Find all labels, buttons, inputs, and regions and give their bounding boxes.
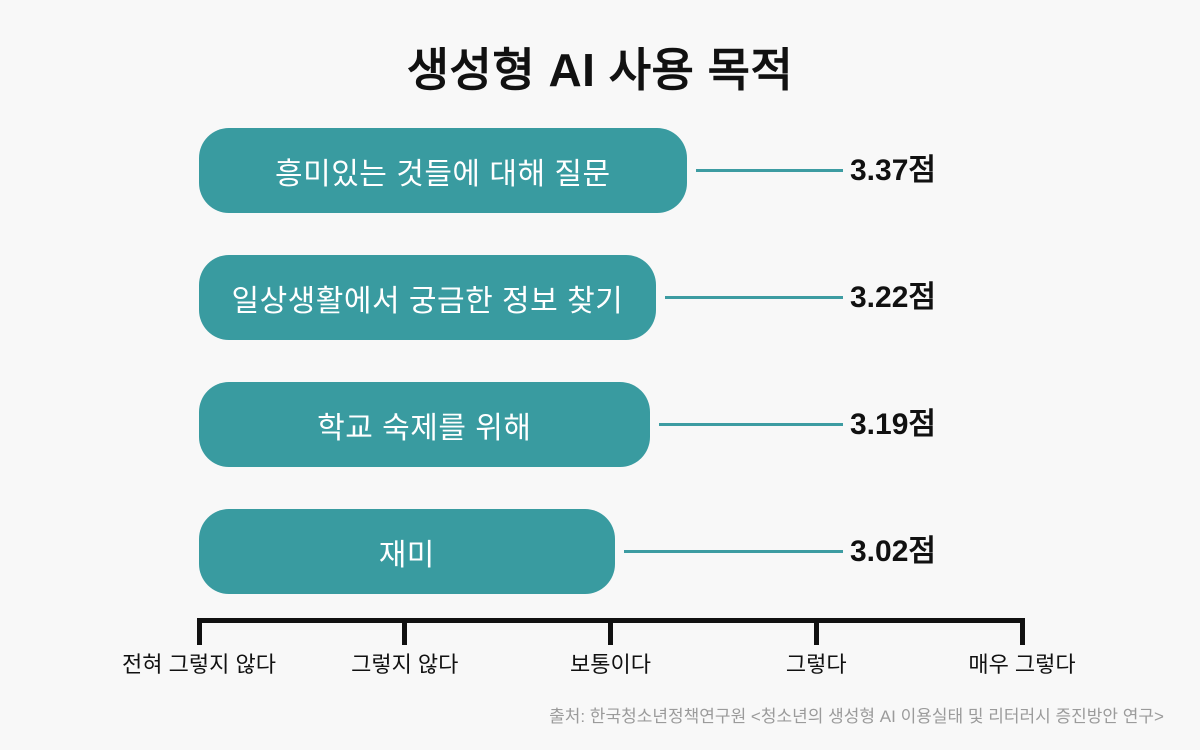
bar-category-label: 학교 숙제를 위해	[317, 411, 532, 445]
bar: 학교 숙제를 위해	[199, 382, 650, 467]
source-credit: 출처: 한국청소년정책연구원 <청소년의 생성형 AI 이용실태 및 리터러시 …	[549, 707, 1164, 726]
axis-tick	[196, 618, 202, 645]
bar-row: 일상생활에서 궁금한 정보 찾기 3.22점	[0, 255, 1200, 340]
bar: 흥미있는 것들에 대해 질문	[199, 128, 687, 213]
axis-tick-label: 그렇지 않다	[351, 652, 459, 677]
bar: 일상생활에서 궁금한 정보 찾기	[199, 255, 656, 340]
bar-value: 3.02점	[850, 535, 936, 568]
bar-category-label: 흥미있는 것들에 대해 질문	[275, 157, 611, 191]
axis-tick	[402, 618, 408, 645]
bar: 재미	[199, 509, 615, 594]
leader-line	[658, 423, 843, 426]
axis-tick-label: 보통이다	[570, 652, 651, 677]
bar-value: 3.19점	[850, 408, 936, 441]
axis-tick-label: 그렇다	[785, 652, 847, 677]
leader-line	[695, 169, 843, 172]
leader-line	[623, 550, 843, 553]
chart-title: 생성형 AI 사용 목적	[406, 44, 794, 96]
axis-tick	[1019, 618, 1025, 645]
axis-tick	[608, 618, 613, 645]
bar-category-label: 재미	[378, 538, 435, 572]
axis-tick-label: 매우 그렇다	[968, 652, 1076, 677]
leader-line	[664, 296, 843, 299]
axis-tick	[813, 618, 819, 645]
bar-row: 재미 3.02점	[0, 509, 1200, 594]
bar-row: 학교 숙제를 위해 3.19점	[0, 382, 1200, 467]
bar-value: 3.37점	[850, 154, 936, 187]
bar-row: 흥미있는 것들에 대해 질문 3.37점	[0, 128, 1200, 213]
bar-category-label: 일상생활에서 궁금한 정보 찾기	[231, 284, 624, 318]
bar-value: 3.22점	[850, 281, 936, 314]
axis-tick-label: 전혀 그렇지 않다	[122, 652, 276, 677]
